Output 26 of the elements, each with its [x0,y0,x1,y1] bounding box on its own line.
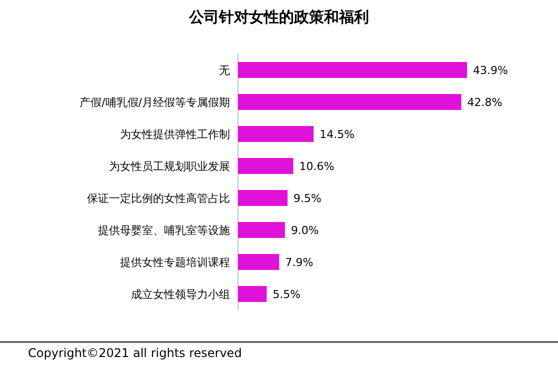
y-tick-label: 为女性员工规划职业发展 [109,160,230,173]
y-tick-label: 保证一定比例的女性高管占比 [87,192,230,205]
y-tick-label: 产假/哺乳假/月经假等专属假期 [80,96,230,109]
data-label: 14.5% [320,128,355,141]
y-tick-label: 为女性提供弹性工作制 [120,128,230,141]
chart-title: 公司针对女性的政策和福利 [188,8,369,26]
y-tick-label: 提供母婴室、哺乳室等设施 [98,224,230,237]
data-label: 9.5% [294,192,322,205]
bar [238,126,314,142]
data-label: 10.6% [299,160,334,173]
data-label: 5.5% [272,288,301,301]
data-label: 42.8% [467,96,502,109]
data-label: 9.0% [290,224,319,237]
data-label: 7.9% [285,256,314,269]
y-tick-label: 提供女性专题培训课程 [120,256,230,269]
y-tick-label: 无 [219,64,230,77]
bar [238,158,294,174]
bar [238,62,467,78]
text: Copyright©2021 all rights reserved [28,346,242,360]
data-label: 43.9% [473,64,508,77]
bar [238,190,288,206]
bar [238,286,267,302]
bar [238,94,462,110]
bar [238,222,285,238]
bar [238,254,280,270]
y-tick-label: 成立女性领导力小组 [131,288,230,301]
